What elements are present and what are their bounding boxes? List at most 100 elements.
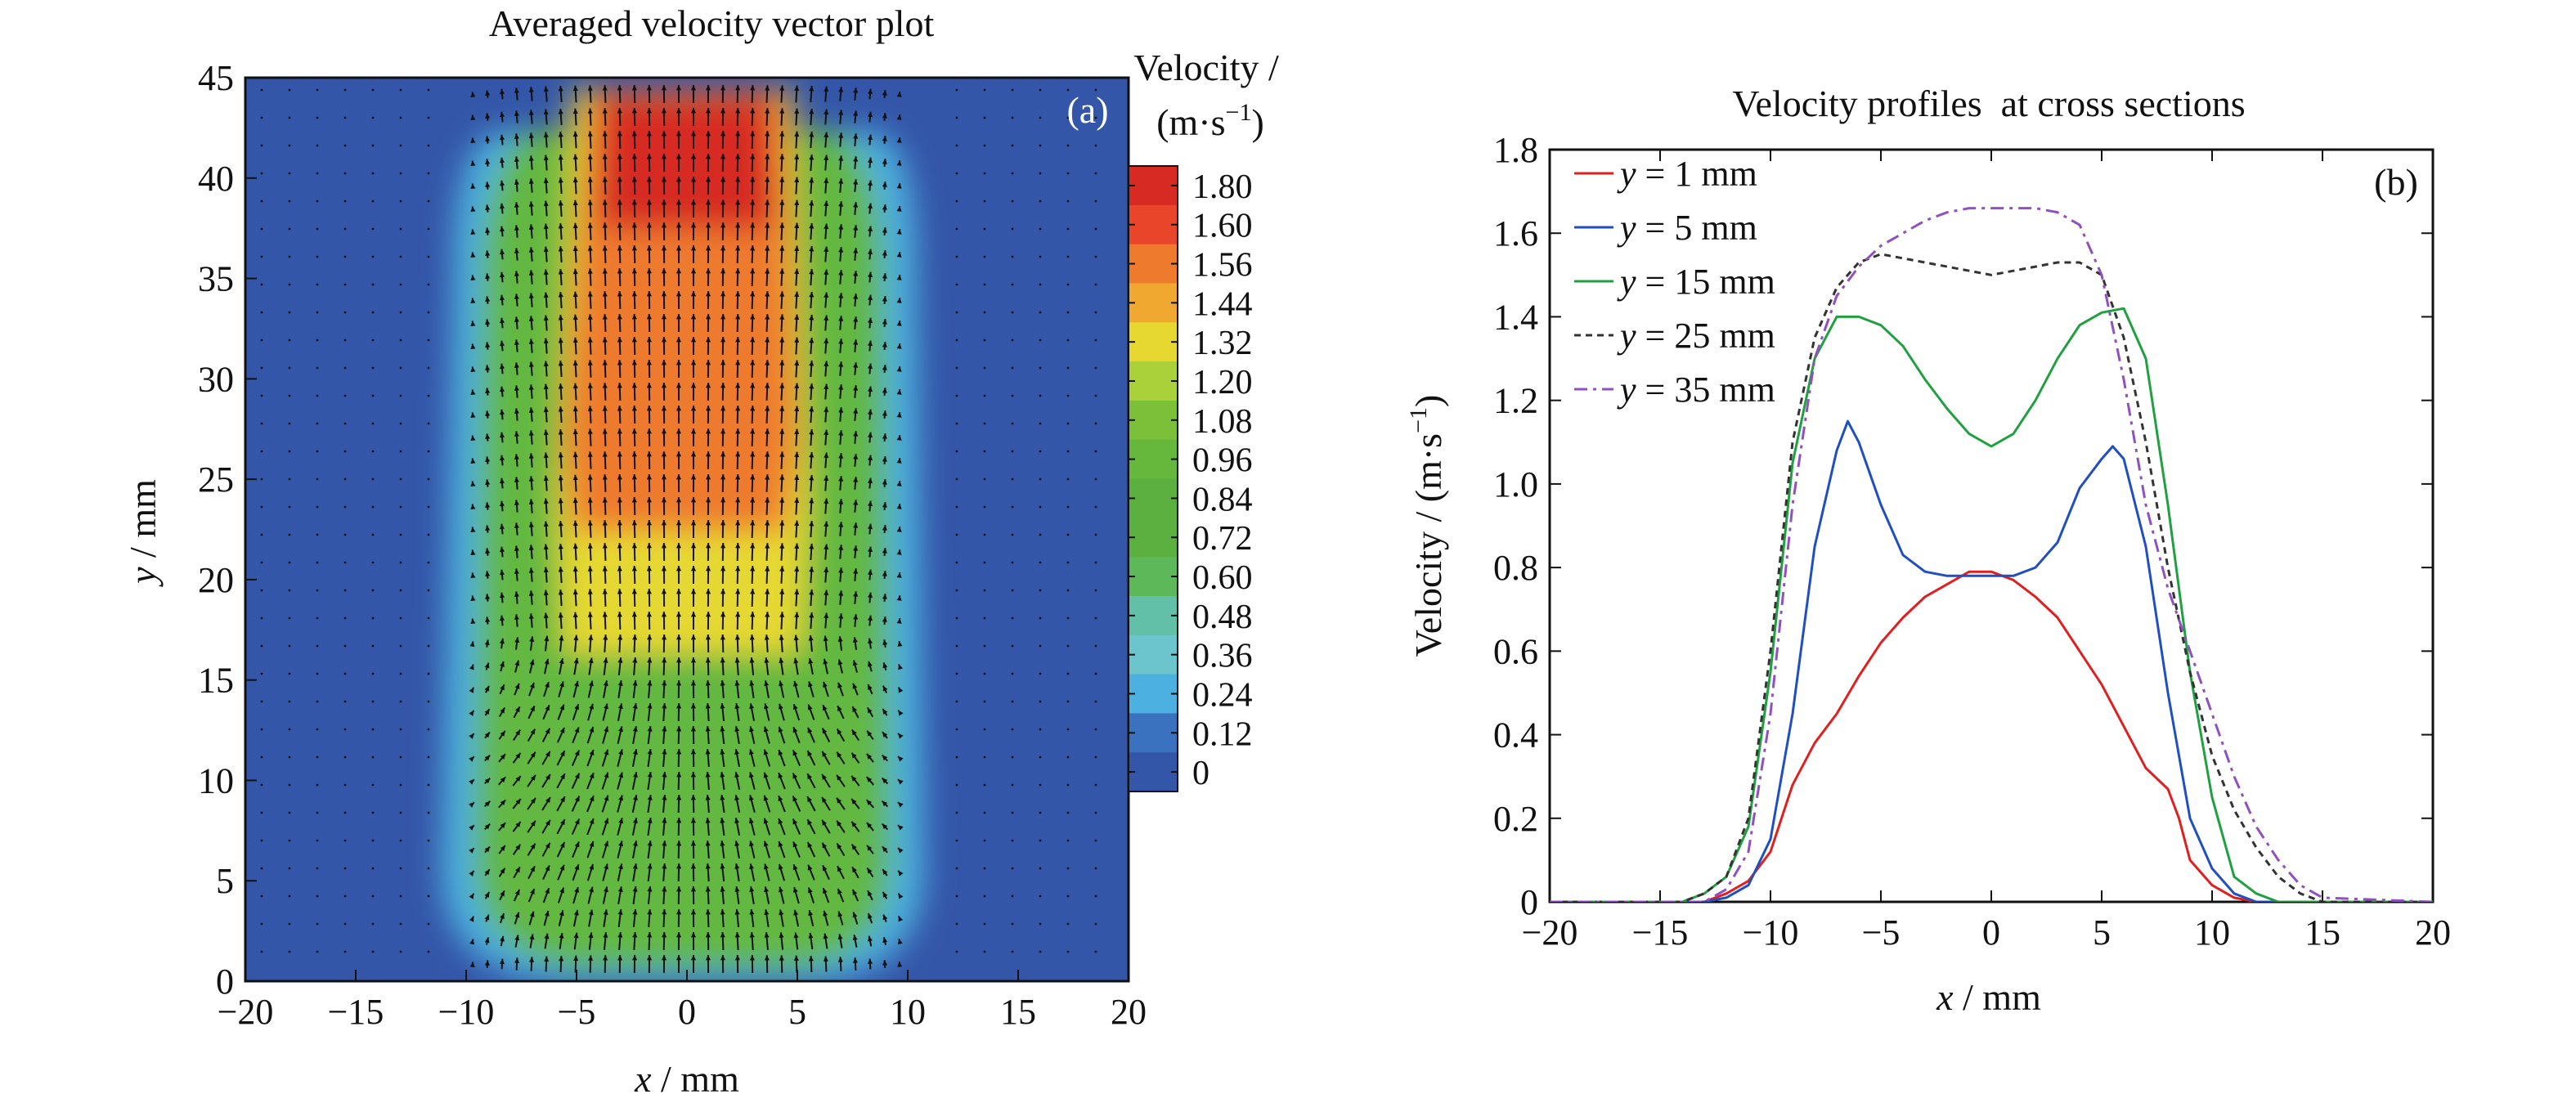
velocity-vector-head (735, 612, 741, 617)
velocity-vector-head (720, 200, 726, 205)
velocity-vector-head (543, 200, 549, 207)
velocity-vector-head (851, 729, 857, 736)
velocity-vector-head (604, 703, 609, 710)
velocity-vector-head (485, 182, 491, 187)
panel-b-x-axis-label: x / mm (1936, 976, 2041, 1018)
colorbar-title-line2: (m·s−1) (1156, 99, 1264, 143)
velocity-vector-head (763, 726, 769, 733)
velocity-vector-head (809, 245, 815, 252)
velocity-vector-head (690, 291, 697, 297)
velocity-vector-head (587, 612, 593, 617)
velocity-vector-head (690, 772, 696, 778)
velocity-vector-head (543, 155, 549, 161)
velocity-vector-head (543, 567, 549, 573)
velocity-vector-head (837, 797, 842, 804)
velocity-vector-head (809, 85, 815, 92)
velocity-vector-dot (1011, 561, 1014, 564)
velocity-vector-head (779, 200, 785, 205)
velocity-vector-head (646, 154, 652, 159)
velocity-vector-dot (371, 394, 375, 397)
velocity-vector-dot (1011, 311, 1014, 314)
velocity-vector-dot (1011, 366, 1014, 370)
velocity-vector-dot (983, 283, 986, 286)
velocity-vector-head (589, 750, 595, 756)
velocity-vector-head (720, 818, 725, 823)
velocity-vector-head (676, 657, 682, 663)
velocity-vector-head (809, 337, 815, 343)
velocity-vector-head (470, 92, 476, 98)
velocity-vector-head (748, 795, 754, 801)
velocity-vector-head (631, 291, 637, 297)
velocity-vector-head (778, 726, 783, 733)
velocity-vector-head (631, 428, 637, 434)
velocity-vector-dot (288, 505, 291, 509)
velocity-vector-head (735, 245, 741, 251)
velocity-vector-head (587, 566, 593, 572)
velocity-vector-head (882, 433, 887, 439)
velocity-vector-dot (288, 255, 291, 258)
velocity-vector-head (868, 661, 873, 667)
velocity-vector-head (530, 774, 536, 781)
velocity-vector-head (823, 681, 828, 688)
velocity-vector-head (838, 270, 844, 276)
velocity-vector-head (896, 275, 902, 280)
velocity-vector-head (765, 337, 770, 343)
velocity-vector-dot (260, 394, 263, 397)
velocity-vector-head (853, 133, 859, 139)
velocity-vector-dot (343, 88, 347, 92)
velocity-vector-head (808, 635, 814, 641)
velocity-vector-head (809, 589, 815, 595)
velocity-vector-head (720, 863, 725, 869)
velocity-vector-head (853, 248, 859, 253)
velocity-vector-head (545, 682, 550, 688)
velocity-vector-head (690, 680, 696, 686)
velocity-vector-head (792, 727, 798, 733)
velocity-vector-head (485, 250, 491, 256)
velocity-vector-head (646, 108, 652, 114)
velocity-vector-dot (399, 116, 402, 119)
velocity-vector-dot (343, 339, 347, 342)
velocity-vector-dot (427, 339, 430, 342)
velocity-vector-head (690, 566, 697, 572)
colorbar-level-label: 1.08 (1192, 403, 1253, 441)
velocity-vector-head (618, 772, 624, 778)
velocity-vector-head (574, 704, 580, 711)
velocity-vector-head (852, 912, 858, 918)
colorbar-level-label: 1.44 (1192, 285, 1253, 323)
panel-b: Velocity profiles at cross sections −20−… (1405, 83, 2451, 1018)
velocity-vector-head (661, 131, 666, 137)
velocity-vector-head (794, 497, 800, 504)
velocity-vector-head (764, 657, 770, 663)
velocity-vector-head (617, 955, 623, 961)
velocity-vector-head (735, 131, 741, 137)
velocity-vector-head (604, 749, 609, 756)
velocity-vector-head (499, 317, 505, 324)
velocity-vector-head (514, 248, 519, 253)
velocity-vector-head (778, 703, 783, 710)
velocity-vector-head (499, 111, 505, 118)
velocity-vector-head (705, 680, 711, 686)
velocity-vector-head (706, 497, 711, 503)
panel-a-x-tick-label: −15 (328, 992, 384, 1032)
velocity-vector-head (882, 685, 888, 692)
velocity-vector-head (646, 543, 652, 549)
velocity-vector-head (824, 567, 829, 573)
velocity-vector-head (469, 848, 474, 854)
velocity-vector-dot (427, 617, 430, 620)
velocity-vector-dot (1011, 339, 1014, 342)
velocity-vector-head (631, 85, 637, 91)
velocity-vector-head (779, 291, 785, 297)
velocity-vector-head (822, 819, 828, 826)
velocity-vector-head (867, 730, 873, 737)
velocity-vector-head (882, 204, 887, 210)
velocity-vector-head (882, 778, 888, 784)
velocity-vector-head (779, 268, 785, 274)
panel-a-x-tick-label: 20 (1111, 992, 1147, 1032)
velocity-vector-head (604, 772, 609, 778)
velocity-vector-head (617, 497, 622, 503)
velocity-vector-head (529, 911, 535, 917)
velocity-vector-head (690, 108, 697, 114)
velocity-vector-head (528, 384, 534, 390)
velocity-vector-head (470, 321, 476, 327)
velocity-vector-head (647, 886, 653, 892)
